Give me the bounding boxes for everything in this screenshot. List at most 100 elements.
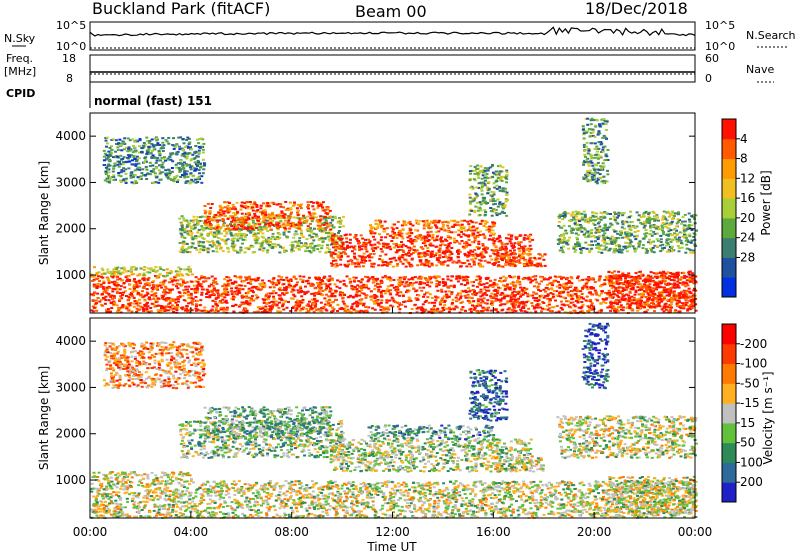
data-cell: [331, 279, 334, 282]
data-cell: [262, 225, 266, 228]
data-cell: [366, 276, 370, 279]
data-cell: [299, 278, 303, 281]
data-cell: [249, 227, 253, 230]
data-cell: [171, 283, 175, 286]
data-cell: [588, 299, 592, 302]
data-cell: [128, 283, 132, 286]
data-cell: [230, 291, 234, 294]
data-cell: [464, 296, 468, 299]
data-cell: [112, 295, 116, 298]
data-cell: [233, 227, 237, 230]
data-cell: [195, 300, 199, 303]
data-cell: [389, 248, 393, 251]
data-cell: [356, 261, 360, 264]
data-cell: [127, 308, 131, 311]
data-cell: [498, 247, 502, 250]
data-cell: [182, 299, 186, 302]
data-cell: [520, 293, 524, 296]
data-cell: [243, 251, 247, 254]
data-cell: [664, 308, 668, 311]
data-cell: [353, 257, 357, 260]
data-cell: [590, 240, 594, 243]
data-cell: [255, 226, 259, 229]
data-cell: [213, 300, 217, 303]
data-cell: [457, 292, 460, 295]
data-cell: [369, 227, 373, 230]
data-cell: [360, 248, 364, 251]
data-cell: [372, 252, 376, 255]
data-cell: [533, 264, 537, 267]
data-cell: [485, 221, 489, 224]
data-cell: [644, 303, 647, 306]
data-cell: [680, 246, 684, 249]
data-cell: [234, 233, 238, 236]
data-cell: [492, 281, 496, 284]
data-cell: [447, 285, 450, 288]
data-cell: [143, 299, 147, 302]
data-cell: [223, 283, 227, 286]
data-cell: [629, 215, 633, 217]
data-cell: [412, 245, 416, 248]
data-cell: [342, 283, 346, 286]
data-cell: [400, 241, 403, 243]
data-cell: [249, 226, 253, 229]
data-cell: [194, 291, 197, 294]
data-cell: [272, 304, 276, 307]
data-cell: [623, 297, 627, 300]
data-cell: [463, 294, 467, 297]
data-cell: [210, 290, 214, 293]
data-cell: [230, 290, 234, 293]
data-cell: [682, 289, 686, 292]
data-cell: [414, 281, 418, 284]
data-cell: [310, 235, 314, 238]
data-cell: [391, 233, 395, 236]
data-cell: [608, 291, 612, 294]
data-cell: [221, 292, 225, 295]
data-cell: [486, 299, 490, 302]
data-cell: [398, 281, 402, 284]
data-cell: [467, 223, 471, 226]
data-cell: [562, 283, 566, 286]
data-cell: [625, 306, 629, 309]
data-cell: [277, 282, 280, 285]
data-cell: [283, 251, 286, 254]
data-cell: [194, 280, 198, 283]
data-cell: [585, 285, 589, 288]
data-cell: [337, 230, 341, 232]
data-cell: [235, 284, 239, 287]
data-cell: [484, 307, 488, 310]
data-cell: [362, 310, 366, 313]
data-cell: [191, 242, 195, 245]
data-cell: [135, 300, 139, 303]
data-cell: [189, 297, 193, 300]
data-cell: [407, 254, 411, 257]
data-cell: [149, 310, 153, 313]
data-cell: [340, 255, 343, 257]
data-cell: [572, 245, 576, 248]
data-cell: [501, 284, 505, 287]
data-cell: [483, 288, 487, 291]
data-cell: [415, 289, 419, 292]
data-cell: [476, 255, 480, 258]
data-cell: [255, 204, 259, 206]
data-cell: [372, 265, 375, 268]
data-cell: [190, 227, 194, 230]
data-cell: [625, 299, 629, 302]
nsky-label: N.Sky: [4, 32, 36, 45]
data-cell: [610, 287, 614, 290]
data-cell: [256, 296, 260, 299]
data-cell: [150, 294, 154, 297]
data-cell: [598, 275, 602, 278]
data-cell: [489, 302, 493, 305]
data-cell: [410, 242, 414, 245]
data-cell: [243, 310, 247, 313]
data-cell: [600, 251, 604, 254]
data-cell: [133, 287, 136, 290]
data-cell: [246, 303, 250, 306]
data-cell: [496, 298, 500, 301]
data-cell: [512, 306, 516, 309]
data-cell: [262, 236, 266, 239]
data-cell: [330, 255, 334, 258]
data-cell: [280, 276, 284, 279]
data-cell: [252, 203, 256, 206]
